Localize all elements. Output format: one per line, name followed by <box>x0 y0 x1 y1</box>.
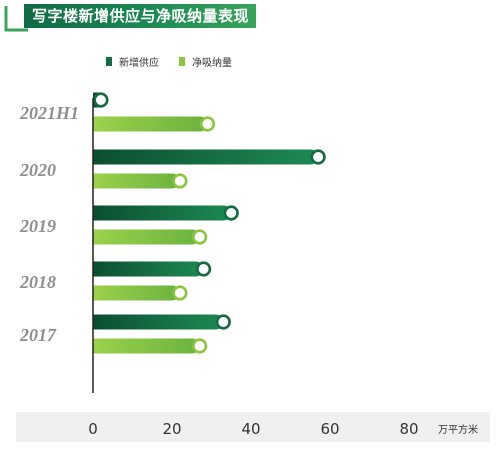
legend-swatch-supply <box>106 57 112 66</box>
category-label-2020: 2020 <box>19 160 56 180</box>
bar-absorption-2018 <box>93 285 180 301</box>
bar-end-cap-absorption-2020 <box>172 173 188 189</box>
corner-bracket-icon <box>4 6 28 32</box>
bar-base-supply-2020 <box>93 149 101 165</box>
legend-item-supply: 新增供应 <box>106 54 159 69</box>
bar-absorption-2020 <box>93 173 180 189</box>
category-label-2021H1: 2021H1 <box>19 103 79 123</box>
bar-supply-2020 <box>93 149 319 165</box>
bar-end-cap-supply-2018 <box>196 261 212 277</box>
category-label-2019: 2019 <box>19 216 56 236</box>
x-axis-unit: 万平方米 <box>438 423 478 436</box>
bar-end-cap-absorption-2021H1 <box>199 116 216 132</box>
legend: 新增供应 净吸纳量 <box>106 54 252 69</box>
x-tick-label-20: 20 <box>162 420 181 438</box>
bar-supply-2017 <box>93 314 224 330</box>
x-tick-label-60: 60 <box>320 420 339 438</box>
bar-end-cap-supply-2017 <box>215 314 231 330</box>
chart-title: 写字楼新增供应与净吸纳量表现 <box>24 4 256 28</box>
bar-base-absorption-2017 <box>93 338 101 354</box>
x-axis-band <box>16 412 490 442</box>
bar-end-cap-supply-2020 <box>310 149 326 165</box>
legend-label-supply: 新增供应 <box>119 58 159 69</box>
x-tick-label-0: 0 <box>88 420 98 438</box>
x-tick-label-40: 40 <box>241 420 260 438</box>
bar-absorption-2017 <box>93 338 200 354</box>
bar-absorption-2021H1 <box>93 116 208 132</box>
bar-base-supply-2018 <box>93 261 101 277</box>
bar-end-cap-absorption-2017 <box>192 338 208 354</box>
bar-end-cap-supply-2021H1 <box>93 92 109 108</box>
x-tick-label-80: 80 <box>399 420 418 438</box>
legend-swatch-absorption <box>179 57 185 66</box>
bar-base-supply-2019 <box>93 205 101 221</box>
bar-base-absorption-2021H1 <box>93 116 101 132</box>
legend-item-absorption: 净吸纳量 <box>179 54 232 69</box>
bar-absorption-2019 <box>93 229 200 245</box>
bar-end-cap-absorption-2018 <box>172 285 188 301</box>
bar-base-absorption-2019 <box>93 229 101 245</box>
legend-label-absorption: 净吸纳量 <box>192 58 232 69</box>
bar-base-supply-2017 <box>93 314 101 330</box>
bar-supply-2018 <box>93 261 204 277</box>
bar-base-absorption-2020 <box>93 173 101 189</box>
bar-end-cap-absorption-2019 <box>192 229 208 245</box>
bar-end-cap-supply-2019 <box>223 205 239 221</box>
bar-supply-2019 <box>93 205 232 221</box>
category-label-2017: 2017 <box>19 325 57 345</box>
category-label-2018: 2018 <box>19 272 56 292</box>
bar-base-absorption-2018 <box>93 285 101 301</box>
